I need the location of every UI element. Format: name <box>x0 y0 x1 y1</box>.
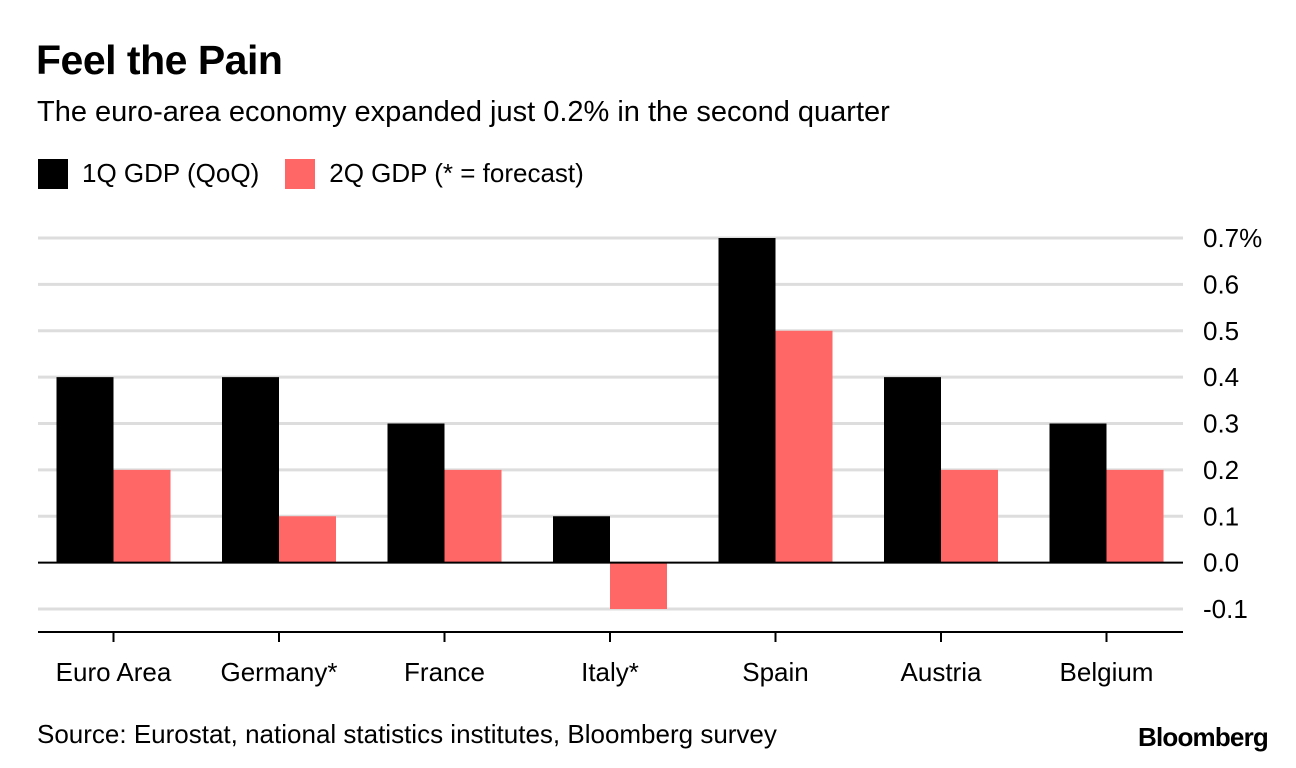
chart-title: Feel the Pain <box>36 37 283 83</box>
chart-subtitle: The euro-area economy expanded just 0.2%… <box>37 96 890 128</box>
x-tick-label: Euro Area <box>56 657 172 687</box>
bar-1q-spain <box>718 238 776 563</box>
bars <box>56 238 1164 609</box>
legend-swatch-series2 <box>285 158 316 189</box>
y-tick-label: 0.5 <box>1203 316 1239 346</box>
legend-label-series2: 2Q GDP (* = forecast) <box>329 158 584 188</box>
y-tick-label: 0.0 <box>1203 548 1239 578</box>
x-tick-label: Belgium <box>1060 657 1154 687</box>
y-tick-label: 0.6 <box>1203 269 1239 299</box>
y-tick-label: 0.1 <box>1203 501 1239 531</box>
bar-1q-euroarea <box>56 377 114 563</box>
bar-2q-italy <box>610 562 667 609</box>
legend: 1Q GDP (QoQ) 2Q GDP (* = forecast) <box>38 158 610 189</box>
y-tick-label: 0.4 <box>1203 362 1239 392</box>
brand-logo: Bloomberg <box>1137 722 1269 752</box>
x-tick-label: Spain <box>742 657 809 687</box>
legend-item-series2: 2Q GDP (* = forecast) <box>285 158 584 189</box>
bar-1q-france <box>387 423 445 563</box>
x-tick-label: Germany* <box>220 657 337 687</box>
bar-2q-euroarea <box>113 469 171 563</box>
x-tick-label: France <box>404 657 485 687</box>
bar-2q-france <box>444 469 502 563</box>
bar-2q-germany <box>279 516 336 563</box>
y-tick-label: -0.1 <box>1203 594 1248 624</box>
bar-1q-belgium <box>1049 423 1107 563</box>
bar-2q-belgium <box>1106 469 1164 563</box>
x-tick-label: Austria <box>901 657 982 687</box>
bar-1q-austria <box>884 377 941 563</box>
y-tick-label: 0.2 <box>1203 455 1239 485</box>
bar-1q-germany <box>222 377 279 563</box>
y-tick-label: 0.7% <box>1203 223 1262 253</box>
legend-swatch-series1 <box>38 158 68 189</box>
legend-item-series1: 1Q GDP (QoQ) <box>38 158 259 189</box>
gridlines <box>38 236 1183 611</box>
legend-label-series1: 1Q GDP (QoQ) <box>82 158 260 188</box>
y-tick-label: 0.3 <box>1203 409 1239 439</box>
source-note: Source: Eurostat, national statistics in… <box>37 719 777 749</box>
bar-2q-spain <box>775 330 833 563</box>
bar-1q-italy <box>553 516 610 563</box>
x-tick-label: Italy* <box>581 657 639 687</box>
axes <box>38 561 1183 642</box>
tick-labels: 0.7% 0.6 0.5 0.4 0.3 0.2 0.1 0.0 -0.1 Euro Area Ge… <box>56 223 1263 687</box>
bar-2q-austria <box>941 469 998 563</box>
